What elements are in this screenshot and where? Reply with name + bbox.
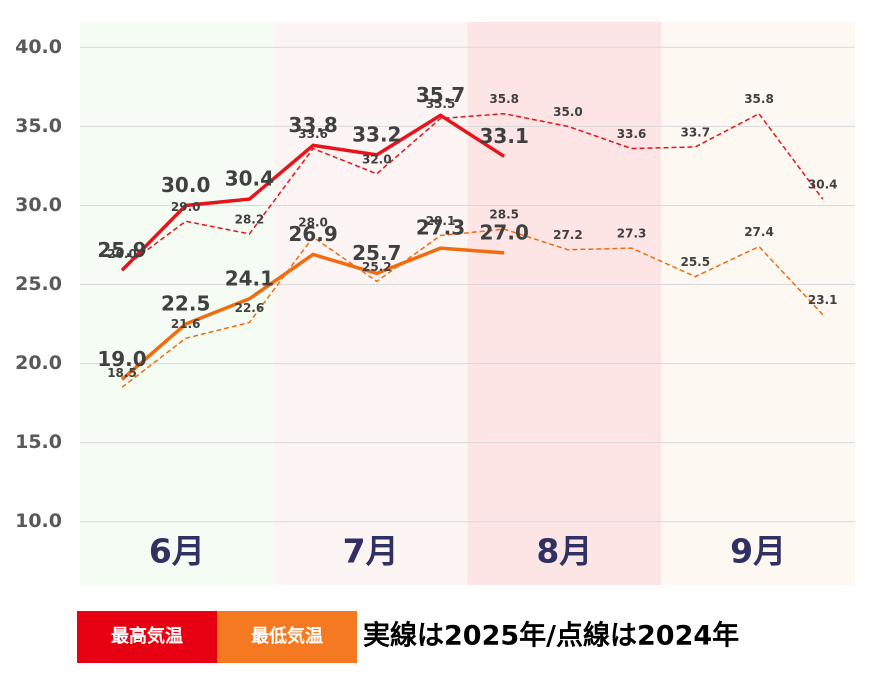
data-label: 23.1 — [808, 293, 838, 307]
data-label: 28.2 — [235, 212, 265, 226]
data-label: 25.2 — [362, 260, 392, 274]
data-label: 19.0 — [97, 347, 146, 371]
data-label: 35.7 — [416, 83, 465, 107]
line-2024 — [121, 228, 824, 388]
y-tick-label: 10.0 — [15, 510, 62, 532]
legend-swatch — [77, 611, 217, 663]
data-label: 29.0 — [171, 200, 201, 214]
y-tick-label: 35.0 — [15, 115, 62, 137]
data-label: 18.5 — [107, 366, 137, 380]
month-band — [273, 22, 468, 585]
data-label: 33.6 — [298, 127, 328, 141]
legend-swatch — [217, 611, 357, 663]
data-label: 35.8 — [489, 92, 519, 106]
data-label: 32.0 — [362, 152, 392, 166]
legend-label: 最高気温 — [111, 625, 183, 647]
data-label: 28.5 — [489, 208, 519, 222]
data-label: 28.1 — [426, 214, 456, 228]
data-label: 27.3 — [617, 227, 647, 241]
data-label: 25.5 — [680, 255, 710, 269]
data-label: 33.2 — [352, 122, 401, 146]
y-tick-label: 30.0 — [15, 194, 62, 216]
data-label: 35.5 — [426, 97, 456, 111]
y-tick-label: 20.0 — [15, 352, 62, 374]
legend-label: 最低気温 — [251, 625, 323, 647]
data-label: 24.1 — [225, 266, 274, 290]
legend-note: 実線は2025年/点線は2024年 — [363, 620, 739, 652]
data-label: 25.7 — [352, 241, 401, 265]
month-label: 8月 — [536, 532, 592, 571]
data-label: 28.0 — [298, 216, 328, 230]
data-label: 22.5 — [161, 292, 210, 316]
data-label: 26.9 — [288, 222, 337, 246]
y-tick-label: 15.0 — [15, 431, 62, 453]
data-label: 26.0 — [107, 247, 137, 261]
line-2025 — [120, 246, 505, 381]
data-label: 30.4 — [225, 167, 274, 191]
data-label: 33.7 — [680, 125, 710, 139]
data-label: 27.0 — [480, 220, 529, 244]
line-2024 — [121, 112, 824, 270]
month-band — [661, 22, 855, 585]
month-label: 6月 — [149, 532, 205, 571]
data-label: 30.4 — [808, 178, 838, 192]
data-label: 35.8 — [744, 92, 774, 106]
data-label: 30.0 — [161, 173, 210, 197]
data-label: 35.0 — [553, 105, 583, 119]
month-label: 7月 — [343, 532, 399, 571]
data-label: 33.1 — [480, 124, 529, 148]
y-tick-label: 25.0 — [15, 273, 62, 295]
data-label: 27.2 — [553, 228, 583, 242]
data-label: 27.3 — [416, 216, 465, 240]
data-label: 27.4 — [744, 225, 774, 239]
month-label: 9月 — [730, 532, 786, 571]
data-label: 33.8 — [288, 113, 337, 137]
data-label: 25.9 — [97, 238, 146, 262]
line-2025 — [120, 113, 506, 272]
data-label: 33.6 — [617, 127, 647, 141]
data-label: 22.6 — [235, 301, 265, 315]
month-band — [467, 22, 662, 585]
data-label: 21.6 — [171, 317, 201, 331]
y-tick-label: 40.0 — [15, 36, 62, 58]
